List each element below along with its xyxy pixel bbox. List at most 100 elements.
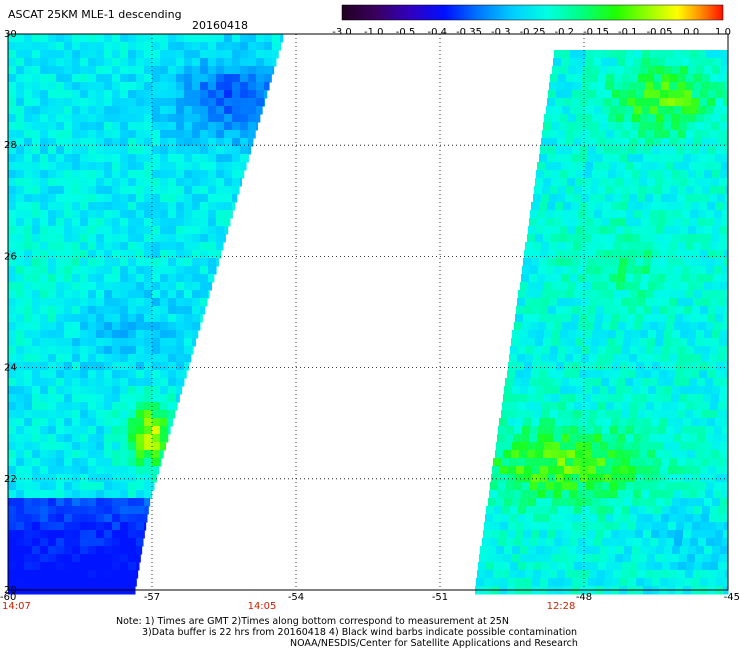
swath-cell	[618, 106, 627, 115]
swath-cell	[509, 570, 518, 579]
swath-cell	[706, 482, 715, 491]
swath-cell	[589, 138, 598, 147]
swath-cell	[618, 50, 627, 59]
swath-cell	[160, 410, 169, 419]
swath-cell	[519, 450, 528, 459]
swath-cell	[184, 298, 193, 307]
swath-cell	[48, 546, 57, 555]
swath-cell	[646, 186, 655, 195]
swath-cell	[168, 130, 177, 139]
swath-cell	[584, 170, 593, 179]
swath-cell	[714, 106, 723, 115]
swath-cell	[80, 266, 89, 275]
swath-cell	[168, 90, 177, 99]
swath-cell	[24, 210, 33, 219]
swath-cell	[719, 554, 728, 563]
swath-cell	[216, 42, 225, 51]
swath-cell	[590, 290, 599, 299]
swath-cell	[32, 530, 41, 539]
swath-cell	[694, 562, 703, 571]
swath-cell	[8, 106, 17, 115]
swath-cell	[216, 210, 225, 219]
swath-cell	[136, 274, 145, 283]
swath-cell	[603, 530, 612, 539]
swath-cell	[637, 194, 646, 203]
swath-cell	[96, 546, 105, 555]
swath-cell	[691, 418, 700, 427]
swath-cell	[8, 114, 17, 123]
swath-cell	[232, 170, 241, 179]
swath-cell	[540, 250, 549, 259]
swath-cell	[72, 330, 81, 339]
swath-cell	[665, 434, 674, 443]
swath-cell	[598, 74, 607, 83]
swath-cell	[64, 162, 73, 171]
swath-cell	[152, 386, 161, 395]
swath-cell	[669, 410, 678, 419]
swath-cell	[152, 154, 161, 163]
swath-cell	[72, 402, 81, 411]
swath-cell	[248, 98, 257, 107]
swath-cell	[88, 42, 97, 51]
swath-cell	[539, 314, 548, 323]
swath-cell	[120, 354, 129, 363]
swath-cell	[576, 442, 585, 451]
swath-cell	[176, 194, 185, 203]
swath-cell	[272, 42, 281, 51]
swath-cell	[8, 410, 17, 419]
swath-cell	[573, 570, 582, 579]
swath-cell	[593, 274, 602, 283]
swath-cell	[598, 186, 607, 195]
swath-cell	[713, 378, 722, 387]
swath-cell	[552, 170, 561, 179]
swath-cell	[555, 202, 564, 211]
swath-cell	[602, 266, 611, 275]
swath-cell	[160, 74, 169, 83]
swath-cell	[640, 546, 649, 555]
swath-cell	[711, 554, 720, 563]
swath-cell	[88, 130, 97, 139]
swath-cell	[168, 378, 177, 387]
swath-cell	[597, 458, 606, 467]
swath-cell	[32, 282, 41, 291]
swath-cell	[616, 226, 625, 235]
swath-cell	[630, 562, 639, 571]
swath-cell	[32, 162, 41, 171]
map-frame	[7, 33, 729, 591]
swath-cell	[725, 410, 729, 419]
swath-cell	[176, 242, 185, 251]
swath-cell	[648, 170, 657, 179]
swath-cell	[112, 434, 121, 443]
swath-cell	[711, 122, 720, 131]
swath-cell	[120, 218, 129, 227]
swath-cell	[72, 154, 81, 163]
swath-cell	[64, 386, 73, 395]
swath-cell	[571, 98, 580, 107]
swath-cell	[670, 402, 679, 411]
swath-cell	[720, 386, 729, 395]
swath-cell	[645, 514, 654, 523]
swath-cell	[624, 546, 633, 555]
swath-cell	[24, 298, 33, 307]
swath-cell	[693, 458, 702, 467]
swath-cell	[248, 138, 254, 147]
swath-cell	[72, 274, 81, 283]
swath-cell	[80, 282, 89, 291]
swath-cell	[723, 474, 729, 483]
swath-cell	[216, 58, 225, 67]
swath-cell	[605, 514, 614, 523]
swath-cell	[56, 578, 65, 587]
swath-cell	[264, 82, 270, 91]
swath-cell	[701, 458, 710, 467]
swath-cell	[692, 522, 701, 531]
swath-cell	[585, 218, 594, 227]
swath-cell	[96, 418, 105, 427]
swath-cell	[624, 66, 633, 75]
swath-cell	[88, 442, 97, 451]
swath-cell	[558, 402, 567, 411]
swath-cell	[530, 482, 539, 491]
swath-cell	[104, 410, 113, 419]
swath-cell	[8, 226, 17, 235]
swath-cell	[48, 114, 57, 123]
